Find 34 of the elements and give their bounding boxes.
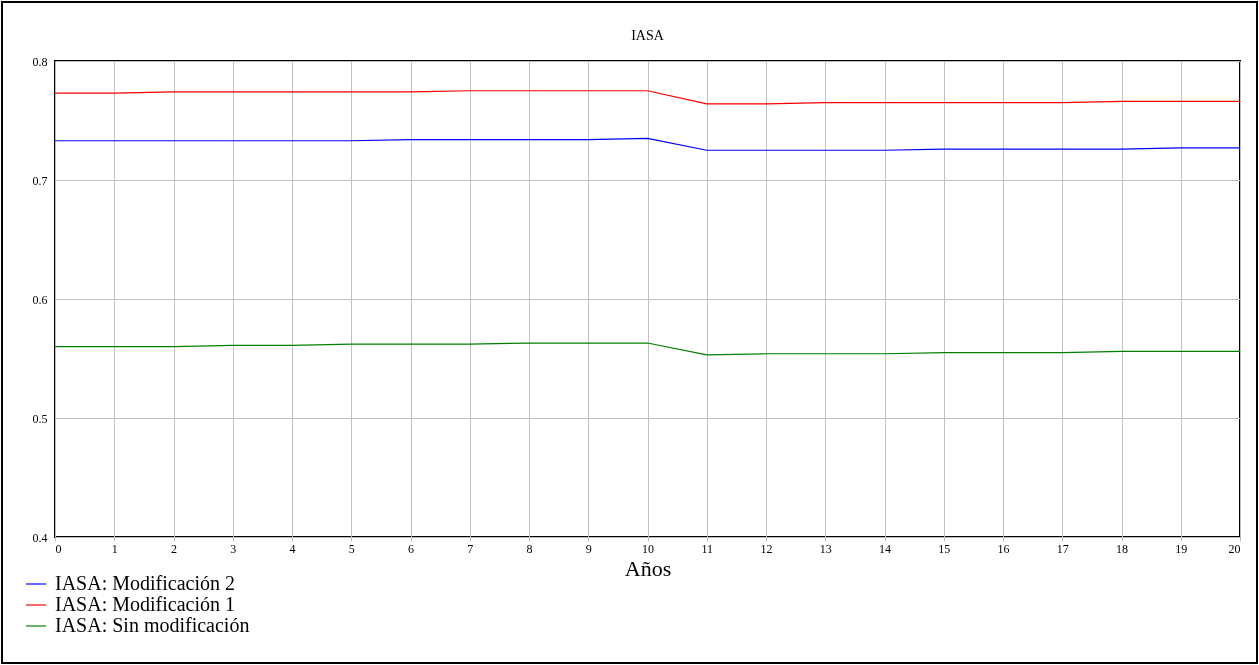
x-tick-label: 3	[230, 541, 237, 556]
line-series	[54, 342, 1241, 356]
x-tick-label: 4	[289, 541, 296, 556]
line-series	[54, 137, 1241, 151]
x-tick-label: 0	[55, 541, 62, 556]
y-tick-label: 0.6	[32, 292, 48, 307]
y-tick-label: 0.7	[32, 173, 48, 188]
x-tick-label: 9	[585, 541, 592, 556]
x-tick-label: 10	[642, 541, 654, 556]
legend-label: IASA: Modificación 1	[55, 593, 235, 615]
x-tick-label: 8	[526, 541, 533, 556]
x-tick-label: 2	[171, 541, 177, 556]
x-tick-label: 11	[701, 541, 714, 556]
x-tick-label: 19	[1175, 541, 1188, 556]
x-tick-label: 1	[111, 541, 118, 556]
y-tick-label: 0.5	[32, 411, 48, 426]
x-tick-label: 6	[408, 541, 414, 556]
x-tick-label: 13	[819, 541, 832, 556]
y-tick-label: 0.8	[32, 54, 48, 69]
legend-label: IASA: Sin modificación	[55, 614, 250, 636]
x-tick-label: 16	[997, 541, 1010, 556]
line-series	[54, 90, 1241, 105]
x-axis-title: Años	[624, 555, 672, 581]
x-tick-label: 18	[1116, 541, 1128, 556]
x-tick-label: 14	[879, 541, 891, 556]
x-tick-label: 7	[467, 541, 474, 556]
x-tick-label: 15	[938, 541, 951, 556]
x-tick-label: 12	[760, 541, 773, 556]
legend-label: IASA: Modificación 2	[55, 572, 235, 594]
x-tick-label: 17	[1056, 541, 1069, 556]
x-tick-label: 5	[348, 541, 355, 556]
chart-title: IASA	[631, 28, 665, 43]
x-tick-label: 20	[1228, 541, 1241, 556]
y-tick-label: 0.4	[32, 530, 48, 545]
